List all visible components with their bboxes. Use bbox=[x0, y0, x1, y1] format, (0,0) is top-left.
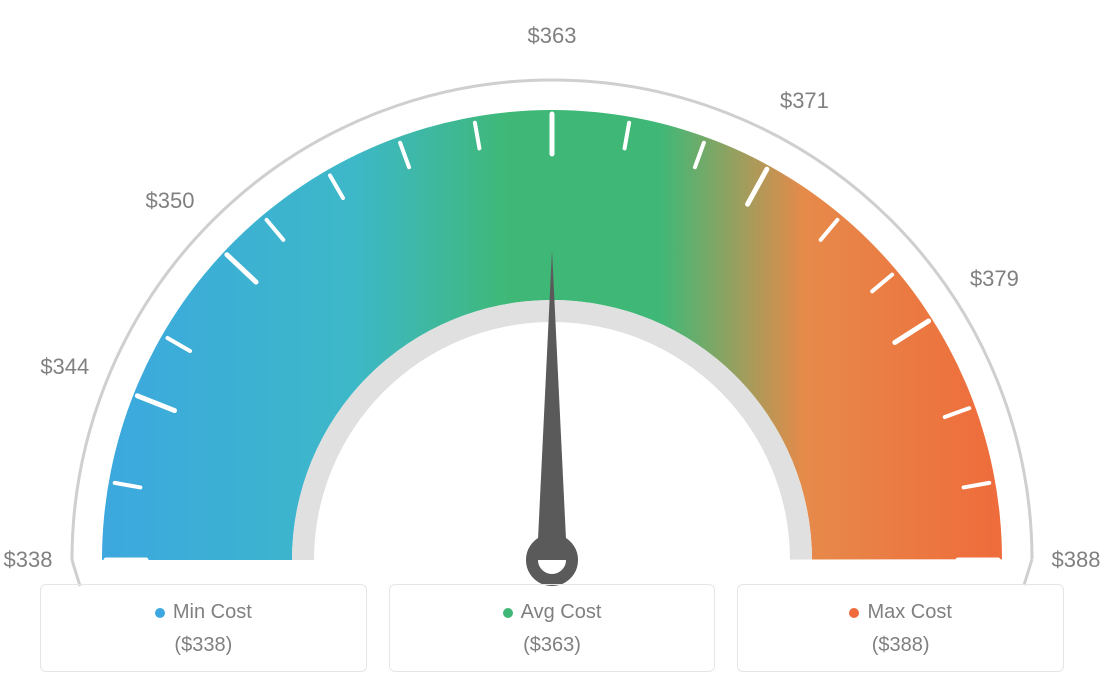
gauge-tick-label: $371 bbox=[780, 88, 829, 114]
dot-icon bbox=[849, 608, 859, 618]
legend-title-min: Min Cost bbox=[155, 601, 252, 624]
gauge-svg bbox=[0, 0, 1104, 600]
legend-label-avg: Avg Cost bbox=[521, 601, 602, 624]
legend-card-min: Min Cost ($338) bbox=[40, 584, 367, 672]
cost-gauge: $338 $344 $350 $363 $371 $379 $388 bbox=[0, 0, 1104, 600]
legend-value-min: ($338) bbox=[51, 634, 356, 657]
gauge-tick-label: $388 bbox=[1052, 547, 1101, 573]
legend-title-avg: Avg Cost bbox=[503, 601, 602, 624]
legend-value-max: ($388) bbox=[748, 634, 1053, 657]
legend-value-avg: ($363) bbox=[400, 634, 705, 657]
legend-label-min: Min Cost bbox=[173, 601, 252, 624]
gauge-tick-label: $350 bbox=[146, 188, 195, 214]
legend-title-max: Max Cost bbox=[849, 601, 951, 624]
gauge-tick-label: $344 bbox=[40, 354, 89, 380]
dot-icon bbox=[503, 608, 513, 618]
gauge-tick-label: $338 bbox=[4, 547, 53, 573]
legend-label-max: Max Cost bbox=[867, 601, 951, 624]
gauge-tick-label: $379 bbox=[970, 266, 1019, 292]
legend-card-max: Max Cost ($388) bbox=[737, 584, 1064, 672]
legend-card-avg: Avg Cost ($363) bbox=[389, 584, 716, 672]
legend-row: Min Cost ($338) Avg Cost ($363) Max Cost… bbox=[40, 584, 1064, 672]
dot-icon bbox=[155, 608, 165, 618]
gauge-tick-label: $363 bbox=[528, 23, 577, 49]
